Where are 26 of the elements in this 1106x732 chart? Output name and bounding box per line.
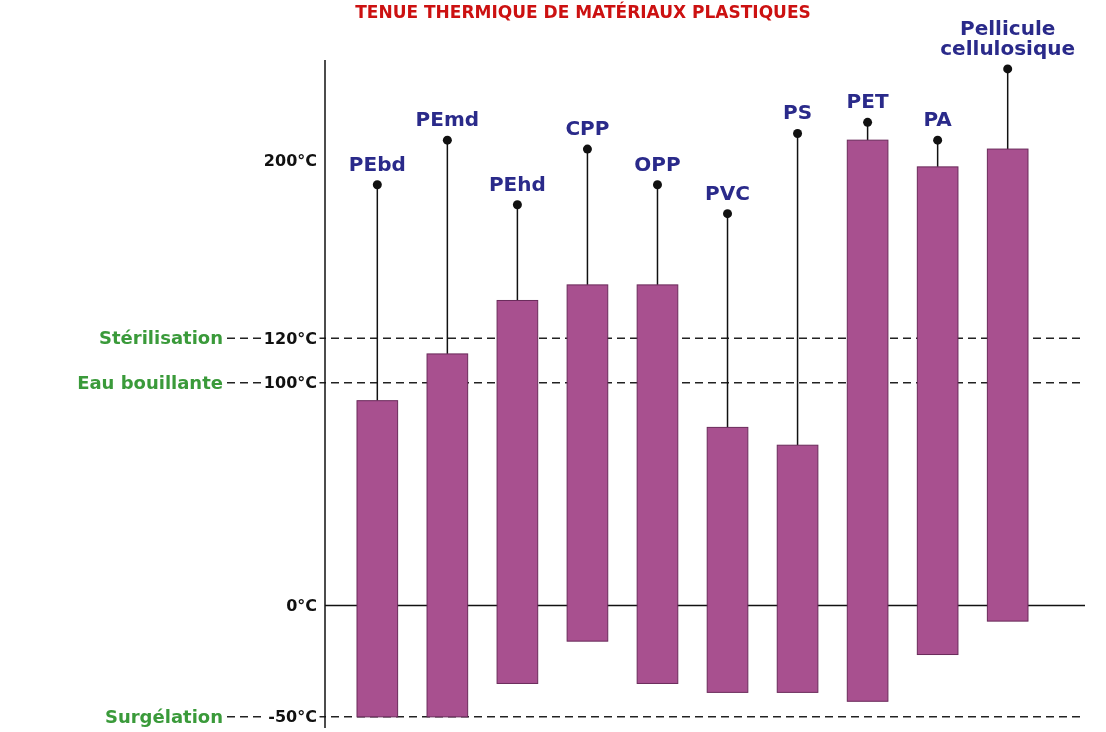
x-tick-label: PEmd [415, 107, 480, 132]
bar [566, 284, 609, 642]
bar [636, 284, 679, 684]
chart-title: TENUE THERMIQUE DE MATÉRIAUX PLASTIQUES [355, 1, 811, 22]
bar [356, 400, 399, 718]
bar [986, 148, 1029, 622]
bar [776, 444, 819, 693]
x-tick-label: Pellicule cellulosique [940, 15, 1076, 60]
ref-line-label: Stérilisation [99, 327, 223, 349]
x-tick-label: PEbd [348, 151, 406, 176]
bar [426, 353, 469, 718]
bar [846, 139, 889, 702]
bar [496, 299, 539, 684]
ref-line-label: Surgélation [104, 705, 223, 727]
x-tick-label: PEhd [488, 171, 546, 196]
y-tick-label: 0°C [286, 596, 317, 616]
x-tick-label: PS [783, 100, 813, 125]
x-tick-label: CPP [565, 116, 610, 141]
bar [916, 166, 959, 656]
x-tick-label: PA [923, 107, 953, 132]
bar [706, 426, 749, 693]
x-tick-label: PET [846, 89, 889, 114]
y-tick-label: 200°C [263, 150, 317, 170]
ref-line-label: Eau bouillante [77, 371, 223, 393]
x-tick-label: PVC [705, 180, 750, 205]
x-tick-label: OPP [634, 151, 681, 176]
